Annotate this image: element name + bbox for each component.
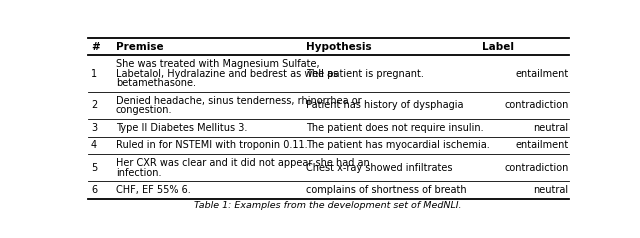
Text: Labetalol, Hydralazine and bedrest as well as: Labetalol, Hydralazine and bedrest as we… — [116, 69, 338, 79]
Text: 2: 2 — [91, 100, 97, 110]
Text: Her CXR was clear and it did not appear she had an: Her CXR was clear and it did not appear … — [116, 158, 369, 168]
Text: infection.: infection. — [116, 168, 161, 178]
Text: contradiction: contradiction — [504, 100, 568, 110]
Text: 1: 1 — [91, 69, 97, 79]
Text: complains of shortness of breath: complains of shortness of breath — [306, 185, 467, 195]
Text: The patient does not require insulin.: The patient does not require insulin. — [306, 123, 483, 133]
Text: neutral: neutral — [533, 123, 568, 133]
Text: neutral: neutral — [533, 185, 568, 195]
Text: She was treated with Magnesium Sulfate,: She was treated with Magnesium Sulfate, — [116, 59, 319, 69]
Text: congestion.: congestion. — [116, 105, 172, 115]
Text: #: # — [91, 42, 100, 52]
Text: Type II Diabetes Mellitus 3.: Type II Diabetes Mellitus 3. — [116, 123, 247, 133]
Text: 6: 6 — [91, 185, 97, 195]
Text: Label: Label — [482, 42, 514, 52]
Text: The patient has myocardial ischemia.: The patient has myocardial ischemia. — [306, 140, 490, 150]
Text: entailment: entailment — [515, 140, 568, 150]
Text: 5: 5 — [91, 163, 97, 173]
Text: Denied headache, sinus tenderness, rhinorrhea or: Denied headache, sinus tenderness, rhino… — [116, 96, 362, 106]
Text: 4: 4 — [91, 140, 97, 150]
Text: Hypothesis: Hypothesis — [306, 42, 371, 52]
Text: Premise: Premise — [116, 42, 163, 52]
Text: Chest x-ray showed infiltrates: Chest x-ray showed infiltrates — [306, 163, 452, 173]
Text: The patient is pregnant.: The patient is pregnant. — [306, 69, 424, 79]
Text: entailment: entailment — [515, 69, 568, 79]
Text: Table 1: Examples from the development set of MedNLI.: Table 1: Examples from the development s… — [195, 201, 461, 210]
Text: contradiction: contradiction — [504, 163, 568, 173]
Text: 3: 3 — [91, 123, 97, 133]
Text: CHF, EF 55% 6.: CHF, EF 55% 6. — [116, 185, 191, 195]
Text: betamethasone.: betamethasone. — [116, 78, 196, 88]
Text: Patient has history of dysphagia: Patient has history of dysphagia — [306, 100, 463, 110]
Text: Ruled in for NSTEMI with troponin 0.11.: Ruled in for NSTEMI with troponin 0.11. — [116, 140, 307, 150]
